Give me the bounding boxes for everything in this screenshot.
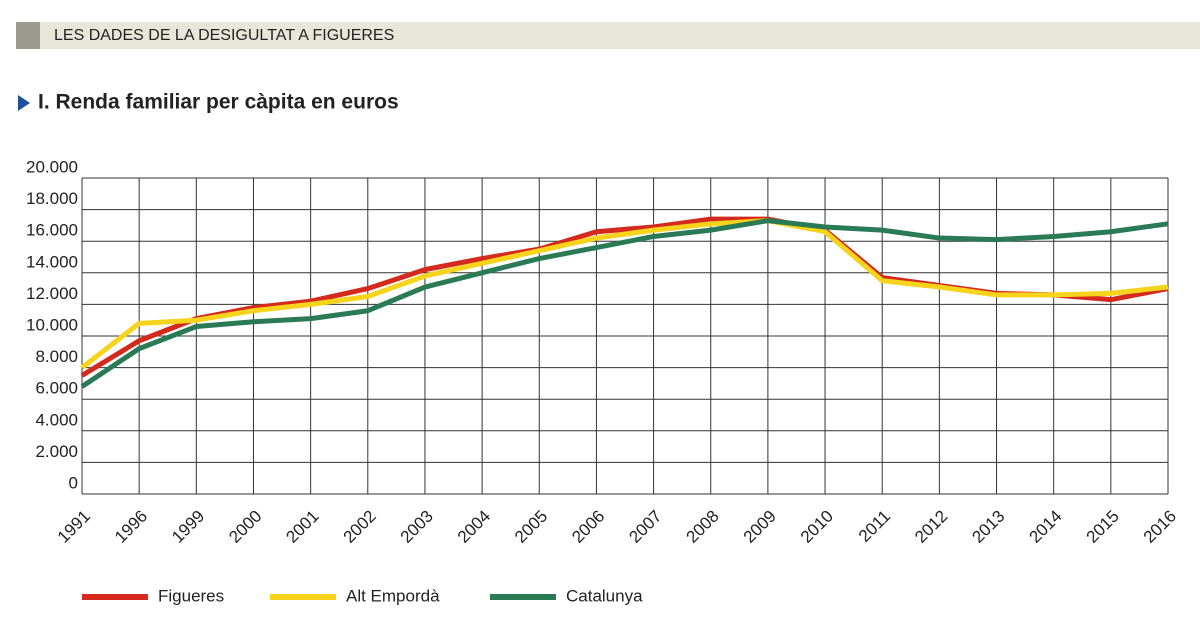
x-tick-label: 1991	[54, 507, 94, 547]
title-marker	[18, 95, 30, 111]
y-tick-label: 2.000	[35, 442, 78, 461]
x-tick-label: 2010	[797, 507, 837, 547]
x-tick-label: 2008	[683, 507, 723, 547]
header-bar	[16, 22, 1200, 49]
x-tick-label: 1996	[111, 507, 151, 547]
x-tick-label: 2012	[911, 507, 951, 547]
y-tick-label: 20.000	[26, 157, 78, 176]
x-tick-label: 2004	[454, 507, 494, 547]
x-tick-label: 2005	[511, 507, 551, 547]
x-tick-label: 2016	[1140, 507, 1180, 547]
y-tick-label: 6.000	[35, 379, 78, 398]
x-tick-label: 2015	[1083, 507, 1123, 547]
chart-title: I. Renda familiar per càpita en euros	[38, 91, 399, 114]
x-tick-label: 2002	[340, 507, 380, 547]
header-text: LES DADES DE LA DESIGULTAT A FIGUERES	[54, 27, 394, 44]
x-tick-label: 2007	[625, 507, 665, 547]
x-tick-label: 2006	[568, 507, 608, 547]
y-tick-label: 10.000	[26, 315, 78, 334]
y-tick-label: 0	[69, 473, 78, 492]
x-tick-label: 2003	[397, 507, 437, 547]
x-tick-label: 2013	[968, 507, 1008, 547]
header-square	[16, 22, 40, 49]
x-tick-label: 2009	[740, 507, 780, 547]
x-tick-label: 2001	[282, 507, 322, 547]
y-tick-label: 12.000	[26, 284, 78, 303]
y-tick-label: 16.000	[26, 221, 78, 240]
y-tick-label: 18.000	[26, 189, 78, 208]
x-tick-label: 2014	[1026, 507, 1066, 547]
x-tick-label: 2000	[225, 507, 265, 547]
series-line	[80, 218, 1169, 370]
legend-label: Catalunya	[566, 586, 643, 605]
y-tick-label: 4.000	[35, 410, 78, 429]
legend-label: Figueres	[158, 586, 224, 605]
y-tick-label: 8.000	[35, 347, 78, 366]
legend-label: Alt Empordà	[346, 586, 440, 605]
y-tick-label: 14.000	[26, 252, 78, 271]
x-tick-label: 1999	[168, 507, 208, 547]
x-tick-label: 2011	[855, 507, 894, 546]
series-line	[80, 218, 1169, 389]
